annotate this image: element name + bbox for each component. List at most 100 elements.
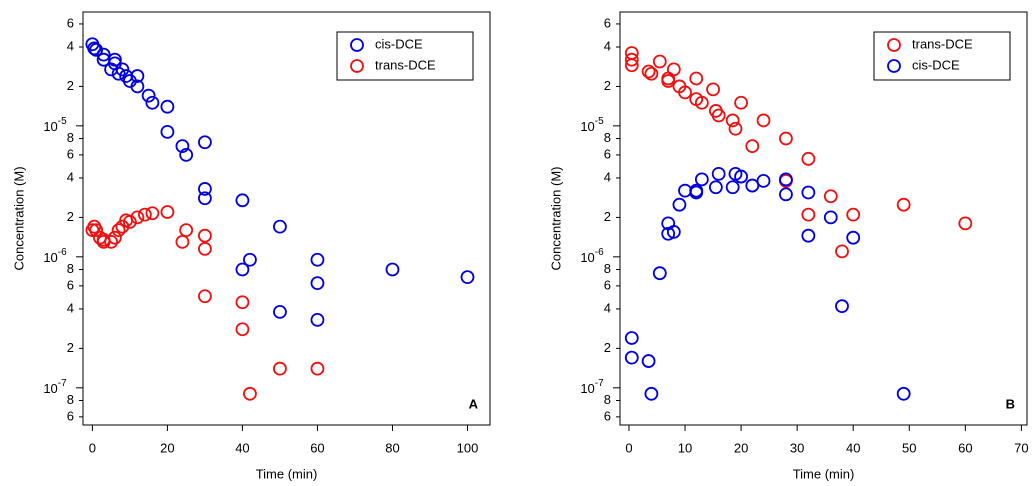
data-point [273,361,287,376]
y-tick-label: 6 [604,146,611,161]
x-tick-label: 70 [1014,440,1028,455]
x-tick-label: 20 [734,440,748,455]
data-point [179,223,194,237]
y-tick-label: 4 [67,300,74,315]
data-point [310,312,325,327]
y-tick-label: 2 [604,209,611,224]
y-tick-exponent: -5 [58,115,67,126]
data-point [958,216,973,231]
data-point [652,266,667,281]
data-point [756,173,771,188]
data-point [310,252,325,267]
data-point [89,223,104,237]
x-tick-label: 10 [678,440,692,455]
y-tick-label: 10-7 [580,377,604,396]
data-point [846,230,861,245]
data-point [243,386,257,401]
data-point [235,322,250,337]
data-point [644,66,659,81]
y-tick-label: 10-6 [43,246,67,265]
data-point [694,95,709,110]
y-tick-exponent: -6 [58,246,67,257]
data-point [107,230,122,245]
data-point [87,41,102,56]
data-point [273,304,287,319]
data-point [756,113,771,128]
data-point [235,262,250,277]
y-tick-base: 10 [43,381,57,396]
x-tick-label: 40 [235,440,249,455]
data-point [111,223,126,237]
x-tick-label: 0 [89,440,96,455]
y-tick-label: 8 [67,130,74,145]
legend-marker [350,38,364,52]
x-axis-label: Time (min) [793,466,855,481]
data-point [198,135,212,150]
data-point [689,183,704,198]
data-point [672,197,687,212]
data-point [145,95,160,110]
data-point [198,228,212,243]
legend-label: cis-DCE [912,57,960,72]
data-point [801,185,816,200]
data-point [779,187,793,202]
y-tick-label: 8 [604,261,611,276]
data-point [198,289,212,304]
data-point [652,54,667,69]
data-point [666,62,681,77]
data-point [460,270,475,285]
data-point [706,82,720,97]
y-tick-label: 4 [604,169,611,184]
x-tick-label: 80 [385,440,399,455]
y-tick-exponent: -7 [595,377,604,388]
plot-frame [82,11,491,426]
y-tick-label: 4 [604,38,611,53]
data-point [141,88,156,103]
data-point [734,95,748,110]
data-point [666,224,681,239]
data-point [641,64,656,79]
legend-marker [887,38,901,52]
data-point [130,69,145,83]
data-point [896,197,911,212]
y-tick-label: 6 [67,408,74,423]
data-point [661,226,676,241]
data-point [896,386,911,401]
data-point [130,210,145,225]
data-point [160,205,175,219]
y-tick-exponent: -6 [595,246,604,257]
y-tick-label: 2 [604,78,611,93]
y-axis-label: Concentration (M) [11,166,26,270]
data-point [678,85,692,100]
data-point [711,166,726,181]
y-tick-label: 8 [604,392,611,407]
data-point [689,71,704,86]
data-point [160,99,175,114]
y-tick-base: 10 [580,119,594,134]
data-point [624,350,639,365]
data-point [711,108,726,123]
legend-label: trans-DCE [375,57,436,72]
y-tick-label: 4 [67,169,74,184]
plot-frame [619,11,1028,426]
x-tick-label: 60 [958,440,972,455]
data-point [122,214,137,229]
data-point [678,183,692,198]
data-point [624,58,639,73]
y-tick-label: 8 [604,130,611,145]
data-point [130,79,145,94]
y-tick-label: 10-7 [43,377,67,396]
data-point [145,206,160,221]
y-tick-label: 6 [604,277,611,292]
y-tick-label: 6 [67,277,74,292]
x-tick-label: 50 [902,440,916,455]
data-point [310,276,325,291]
y-tick-label: 8 [67,261,74,276]
y-tick-base: 10 [43,119,57,134]
y-tick-label: 6 [67,146,74,161]
data-point [835,244,849,259]
legend-marker [350,59,364,73]
data-point [661,74,676,88]
x-tick-label: 100 [457,440,479,455]
data-point [779,131,793,146]
